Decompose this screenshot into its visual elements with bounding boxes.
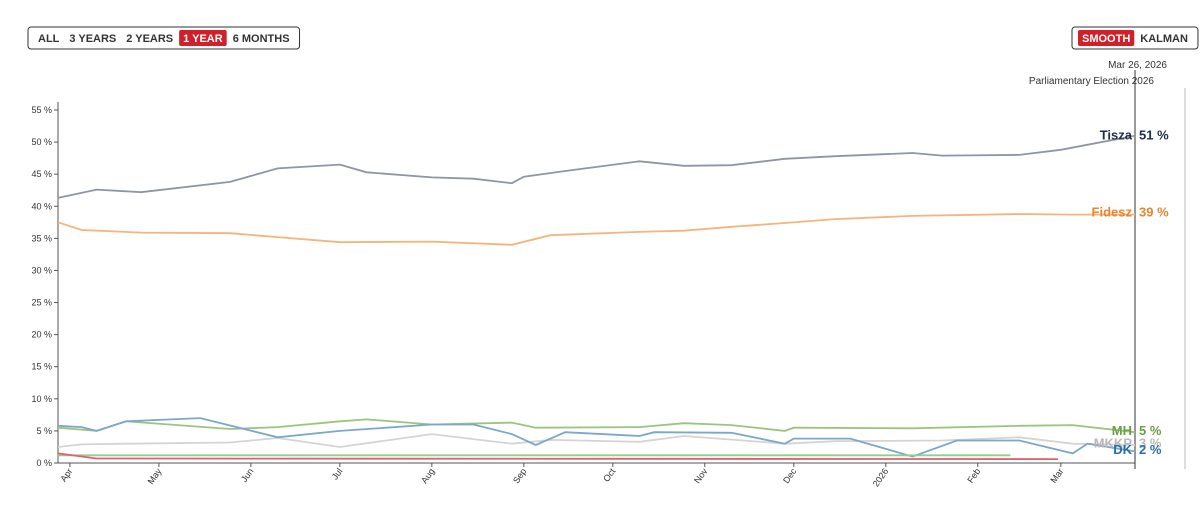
button-label[interactable]: SMOOTH (1082, 33, 1130, 45)
button-label[interactable]: 6 MONTHS (233, 33, 290, 45)
button-label[interactable]: 1 YEAR (183, 33, 223, 45)
series-end-value: 5 % (1139, 423, 1162, 438)
button-label[interactable]: 2 YEARS (126, 33, 173, 45)
x-tick-label: Feb (965, 466, 982, 484)
button-active[interactable] (179, 30, 227, 46)
series-line (57, 452, 1058, 460)
y-tick-label: 0 % (36, 458, 52, 468)
button-label[interactable]: KALMAN (1140, 33, 1188, 45)
series-end-value: 39 % (1139, 205, 1169, 220)
series-name: Fidesz (1092, 205, 1133, 220)
button-active[interactable] (1078, 30, 1135, 46)
y-tick-label: 35 % (31, 233, 52, 243)
x-tick-label: Apr (58, 466, 74, 483)
x-tick-label: Nov (692, 466, 710, 485)
y-tick-label: 50 % (31, 137, 52, 147)
y-tick-label: 45 % (31, 169, 52, 179)
x-tick-label: Mar (1048, 466, 1065, 484)
x-tick-label: Aug (419, 466, 436, 485)
x-tick-label: 2026 (871, 466, 891, 488)
series-name: MH (1112, 423, 1132, 438)
button-group-frame (27, 26, 301, 50)
y-tick-label: 20 % (31, 330, 52, 340)
marker-date: Mar 26, 2026 (1108, 60, 1167, 71)
button-group: SMOOTH KALMAN (1071, 26, 1199, 50)
x-tick-label: Oct (601, 466, 618, 484)
x-tick-label: Jul (330, 466, 345, 481)
x-tick-label: May (146, 466, 164, 486)
x-tick-label: Dec (781, 466, 799, 485)
y-tick-label: 10 % (31, 394, 52, 404)
x-tick-label: Sep (511, 466, 528, 485)
series-line (57, 417, 1136, 458)
series-line (57, 134, 1136, 199)
x-tick-label: Jun (239, 466, 256, 484)
button-label[interactable]: ALL (38, 33, 60, 45)
button-group: ALL 3 YEARS 2 YEARS 1 YEAR 6 MONTHS (27, 26, 301, 50)
y-tick-label: 55 % (31, 105, 52, 115)
y-tick-label: 30 % (31, 265, 52, 275)
series-name: Tisza (1100, 128, 1133, 143)
series-line (57, 213, 1135, 246)
y-tick-label: 5 % (36, 426, 52, 436)
marker-label: Parliamentary Election 2026 (1029, 76, 1155, 87)
y-tick-label: 15 % (31, 362, 52, 372)
series-end-value: 3 % (1139, 436, 1162, 451)
series-end-value: 2 % (1139, 442, 1162, 457)
button-label[interactable]: 3 YEARS (69, 33, 116, 45)
y-tick-label: 40 % (31, 201, 52, 211)
y-tick-label: 25 % (31, 298, 52, 308)
series-name: DK (1113, 442, 1132, 457)
series-name: MKKP (1094, 436, 1133, 451)
series-line (57, 418, 1136, 434)
series-line (57, 433, 1136, 448)
series-end-value: 51 % (1139, 128, 1169, 143)
